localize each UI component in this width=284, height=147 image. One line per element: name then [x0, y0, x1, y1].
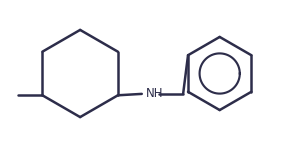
- Text: NH: NH: [146, 87, 164, 100]
